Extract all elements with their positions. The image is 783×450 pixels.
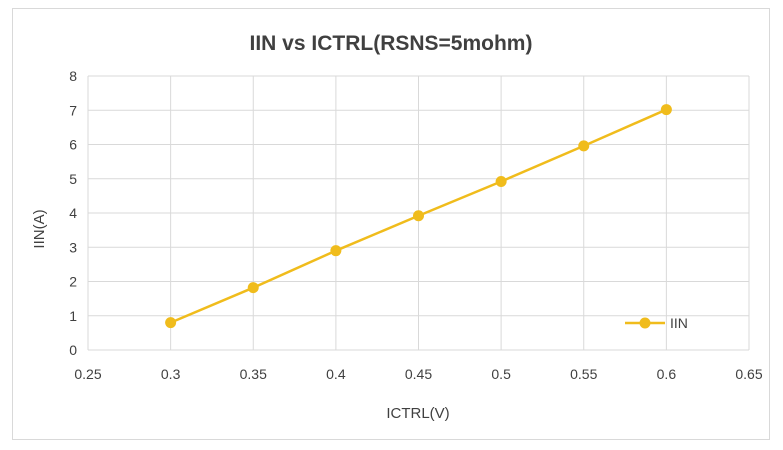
y-gridlines: [88, 75, 749, 351]
data-point: [495, 175, 507, 187]
x-tick-label: 0.45: [405, 366, 432, 382]
y-tick-label: 1: [69, 308, 77, 324]
legend-marker: [639, 317, 651, 329]
legend-label: IIN: [670, 315, 688, 331]
series-group: [165, 104, 672, 329]
x-tick-label: 0.25: [74, 366, 101, 382]
y-tick-label: 4: [69, 205, 77, 221]
chart-frame: [12, 8, 770, 440]
data-point: [330, 245, 342, 257]
y-tick-label: 6: [69, 137, 77, 153]
x-tick-label: 0.6: [657, 366, 677, 382]
legend: IIN: [625, 315, 688, 331]
y-tick-label: 8: [69, 68, 77, 84]
data-point: [660, 104, 672, 116]
x-tick-label: 0.4: [326, 366, 346, 382]
y-tick-label: 2: [69, 274, 77, 290]
data-point: [165, 317, 177, 329]
x-tick-label: 0.65: [735, 366, 762, 382]
x-tick-labels: 0.25 0.3 0.35 0.4 0.45 0.5 0.55 0.6 0.65: [74, 366, 762, 382]
x-axis-label: ICTRL(V): [386, 405, 449, 422]
y-tick-labels: 0 1 2 3 4 5 6 7 8: [69, 68, 77, 358]
y-tick-label: 7: [69, 102, 77, 118]
x-tick-label: 0.3: [161, 366, 181, 382]
data-point: [247, 282, 259, 294]
data-point: [413, 210, 424, 222]
y-axis-label: IIN(A): [31, 209, 48, 248]
data-point: [578, 140, 590, 152]
chart-title: IIN vs ICTRL(RSNS=5mohm): [250, 32, 533, 55]
x-tick-label: 0.5: [491, 366, 511, 382]
x-tick-label: 0.35: [240, 366, 267, 382]
y-tick-label: 3: [69, 239, 77, 255]
y-tick-label: 0: [69, 342, 77, 358]
y-tick-label: 5: [69, 171, 77, 187]
x-tick-label: 0.55: [570, 366, 597, 382]
